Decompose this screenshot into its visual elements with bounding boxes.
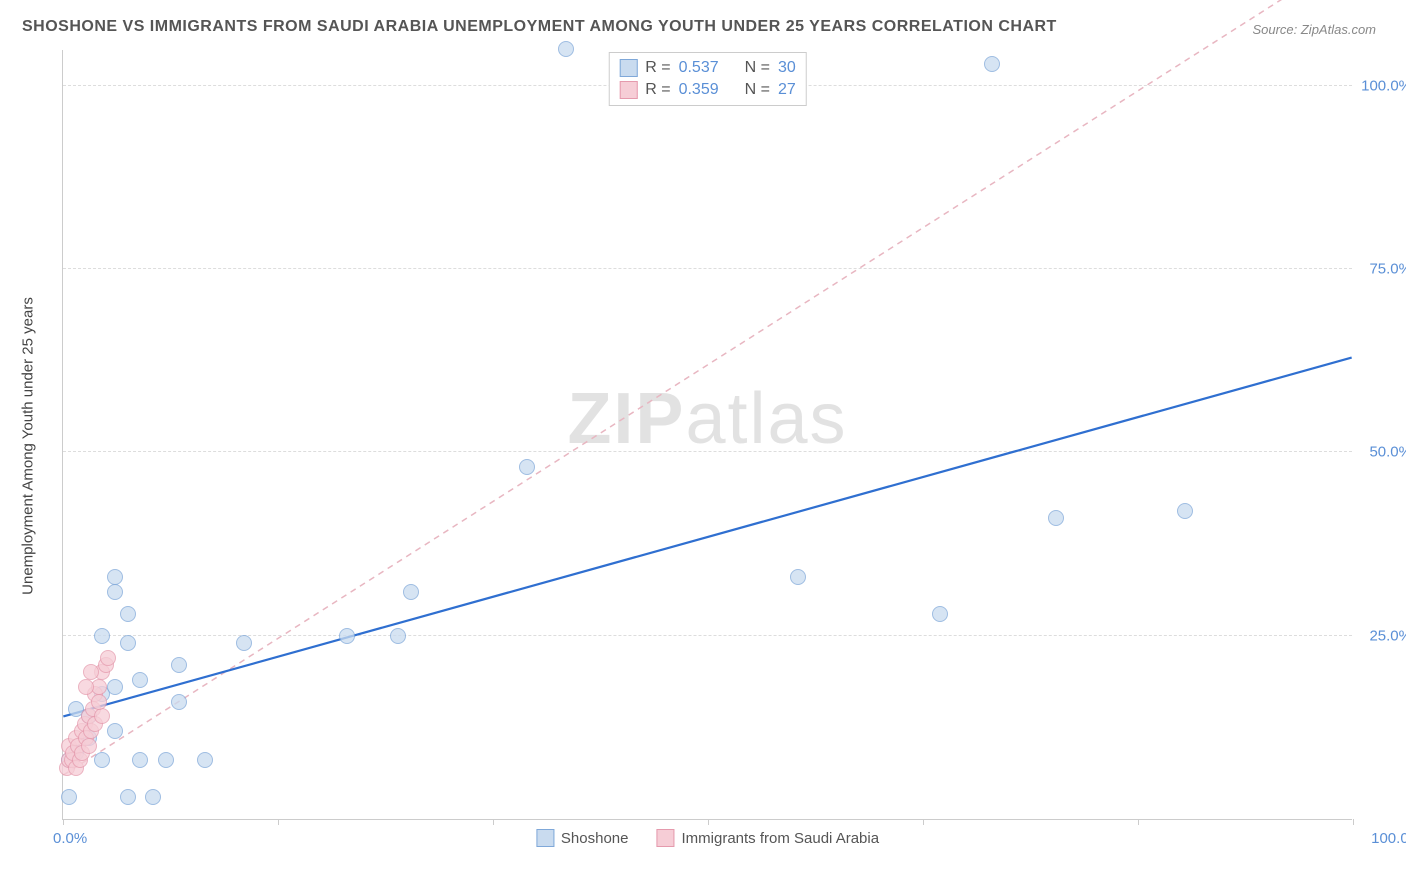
scatter-point [558,41,574,57]
x-tick [708,819,709,825]
scatter-point [91,694,107,710]
n-label: N = [745,59,770,77]
scatter-point [78,679,94,695]
scatter-point [83,664,99,680]
scatter-point [94,708,110,724]
scatter-point [94,752,110,768]
scatter-point [339,628,355,644]
trend-line [63,358,1351,717]
y-tick-label: 75.0% [1369,261,1406,278]
scatter-point [132,752,148,768]
r-value: 0.537 [679,59,719,77]
scatter-point [790,569,806,585]
stats-legend: R = 0.537 N = 30 R = 0.359 N = 27 [608,52,807,106]
n-label: N = [745,81,770,99]
y-tick-label: 50.0% [1369,444,1406,461]
scatter-point [1177,503,1193,519]
scatter-point [120,789,136,805]
scatter-point [94,628,110,644]
chart-title: SHOSHONE VS IMMIGRANTS FROM SAUDI ARABIA… [22,18,1057,36]
plot-area: ZIPatlas 25.0%50.0%75.0%100.0% R =0.537N… [62,50,1352,820]
scatter-point [120,606,136,622]
scatter-point [81,738,97,754]
watermark: ZIPatlas [567,378,847,460]
trend-line [63,0,1351,775]
legend-swatch [619,59,637,77]
scatter-point [171,657,187,673]
gridline [63,451,1352,452]
x-tick [63,819,64,825]
r-label: R = [645,81,670,99]
legend-label: Immigrants from Saudi Arabia [681,830,879,847]
n-value: 27 [778,81,796,99]
scatter-point [107,584,123,600]
scatter-point [519,459,535,475]
legend-swatch [536,829,554,847]
r-value: 0.359 [679,81,719,99]
trend-lines [63,50,1352,819]
scatter-point [107,569,123,585]
series-legend: Shoshone Immigrants from Saudi Arabia [536,829,879,847]
legend-swatch [656,829,674,847]
scatter-point [932,606,948,622]
gridline [63,635,1352,636]
x-tick [493,819,494,825]
scatter-point [158,752,174,768]
scatter-point [100,650,116,666]
n-value: 30 [778,59,796,77]
legend-swatch [619,81,637,99]
scatter-point [107,679,123,695]
legend-item: Shoshone [536,829,629,847]
scatter-point [403,584,419,600]
stats-row: R = 0.537 N = 30 [619,57,796,79]
scatter-point [132,672,148,688]
x-tick [1138,819,1139,825]
gridline [63,268,1352,269]
x-tick [923,819,924,825]
y-axis-label: Unemployment Among Youth under 25 years [20,297,37,595]
x-axis-max-label: 100.0% [1371,830,1406,847]
r-label: R = [645,59,670,77]
y-tick-label: 25.0% [1369,627,1406,644]
scatter-point [1048,510,1064,526]
correlation-chart: SHOSHONE VS IMMIGRANTS FROM SAUDI ARABIA… [0,0,1406,892]
x-tick [1353,819,1354,825]
scatter-point [107,723,123,739]
x-tick [278,819,279,825]
legend-label: Shoshone [561,830,629,847]
scatter-point [61,789,77,805]
y-tick-label: 100.0% [1361,77,1406,94]
scatter-point [984,56,1000,72]
scatter-point [236,635,252,651]
source-label: Source: ZipAtlas.com [1252,22,1376,37]
scatter-point [145,789,161,805]
scatter-point [171,694,187,710]
scatter-point [120,635,136,651]
scatter-point [390,628,406,644]
stats-row: R = 0.359 N = 27 [619,79,796,101]
legend-item: Immigrants from Saudi Arabia [656,829,879,847]
x-axis-min-label: 0.0% [53,830,87,847]
scatter-point [197,752,213,768]
